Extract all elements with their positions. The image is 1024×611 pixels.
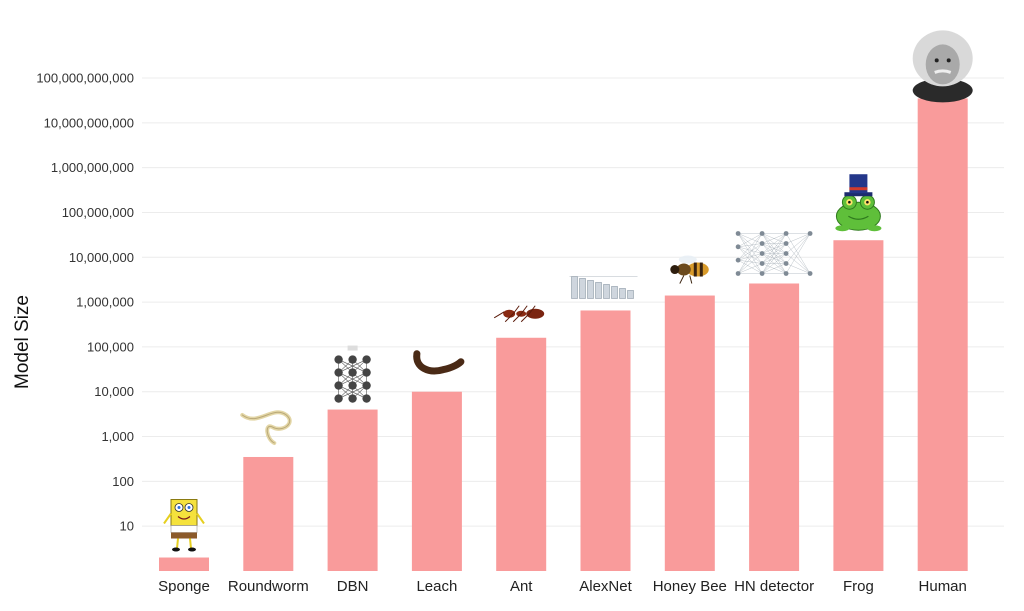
bar-sponge: [159, 557, 209, 571]
roundworm-icon: [240, 410, 292, 445]
y-tick-label: 10,000: [94, 384, 134, 399]
y-tick-label: 1,000,000,000: [51, 160, 134, 175]
y-tick-label: 100,000: [87, 339, 134, 354]
bar-frog: [833, 240, 884, 571]
y-tick-label: 10: [120, 519, 134, 534]
x-tick-label: Frog: [843, 578, 874, 595]
ant-icon: [493, 305, 545, 323]
bar-roundworm: [243, 456, 294, 571]
x-tick-label: Roundworm: [228, 578, 309, 595]
y-axis-label: Model Size: [12, 295, 33, 389]
bars: [159, 98, 968, 571]
x-tick-label: Human: [919, 578, 967, 595]
x-tick-label: Honey Bee: [653, 578, 727, 595]
honey-bee-icon: [670, 255, 709, 284]
sponge-cartoon-icon: [163, 499, 205, 552]
leech-icon: [413, 350, 465, 375]
x-tick-label: AlexNet: [579, 578, 632, 595]
bar-leach: [411, 391, 462, 571]
bar-dbn: [327, 409, 378, 571]
x-tick-label: Ant: [510, 578, 533, 595]
y-tick-label: 1,000: [101, 429, 134, 444]
bar-ant: [496, 337, 547, 571]
y-tick-label: 100,000,000: [62, 205, 134, 220]
frog-with-top-hat-icon: [835, 174, 882, 232]
y-tick-label: 100,000,000,000: [36, 71, 134, 86]
bar-human: [917, 98, 968, 571]
x-tick-label: HN detector: [734, 578, 814, 595]
y-tick-label: 10,000,000,000: [44, 115, 134, 130]
x-tick-label: Sponge: [158, 578, 210, 595]
neural-network-diagram-icon: [735, 231, 813, 276]
y-tick-label: 10,000,000: [69, 250, 134, 265]
bar-honey-bee: [664, 295, 715, 571]
x-tick-label: Leach: [416, 578, 457, 595]
einstein-portrait-icon: [912, 30, 973, 103]
dbn-network-icon: [334, 345, 371, 403]
y-tick-label: 1,000,000: [76, 295, 134, 310]
y-tick-label: 100: [112, 474, 134, 489]
x-axis-ticks: Sponge Roundworm DBN Leach Ant AlexNet Honey B…: [158, 578, 967, 595]
x-tick-label: DBN: [337, 578, 369, 595]
bar-hn-detector: [749, 283, 800, 571]
y-axis-ticks: 10 100 1,000 10,000 100,000 1,000,000 10,000,0…: [36, 71, 134, 534]
alexnet-diagram-icon: [569, 276, 638, 299]
bar-pictures: [163, 30, 973, 552]
bar-alexnet: [580, 310, 631, 571]
